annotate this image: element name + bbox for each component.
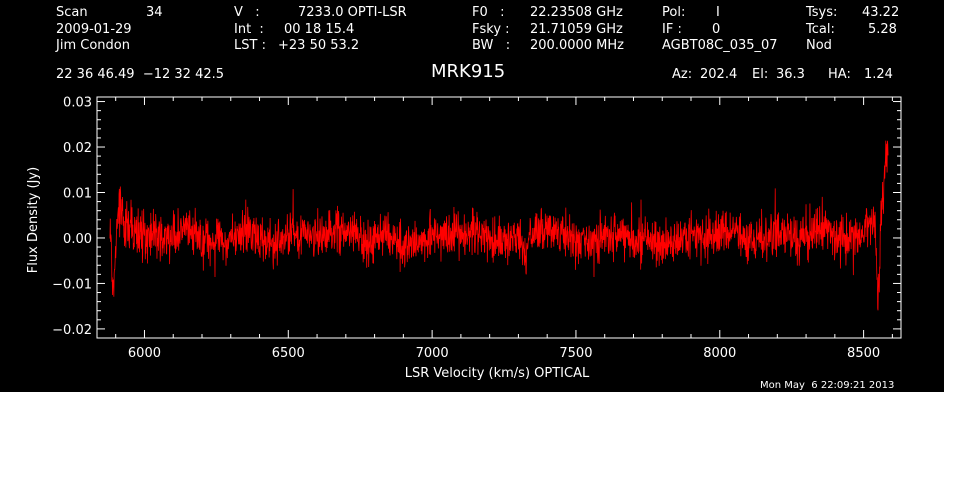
x-tick-label: 6000: [128, 346, 161, 361]
el-value: 36.3: [776, 67, 805, 82]
ha-value: 1.24: [864, 67, 893, 82]
velocity-label: V :: [234, 5, 260, 20]
bw-value: 200.0000 MHz: [530, 38, 624, 53]
y-tick-label: 0.02: [63, 141, 92, 156]
observation-date: 2009-01-29: [56, 22, 132, 37]
x-tick-label: 7000: [416, 346, 449, 361]
f0-label: F0 :: [472, 5, 505, 20]
if-label: IF :: [662, 22, 682, 37]
y-tick-label: 0.03: [63, 96, 92, 111]
pol-value: I: [716, 5, 720, 20]
int-value: 00 18 15.4: [284, 22, 355, 37]
f0-value: 22.23508 GHz: [530, 5, 623, 20]
scan-value: 34: [146, 5, 163, 20]
az-label: Az:: [672, 67, 693, 82]
procedure-name: Nod: [806, 38, 832, 53]
x-tick-label: 8500: [847, 346, 880, 361]
spectrum-chart: 6000 6500 7000 7500 8000 8500 −0.02 −0.01 0.00 0.…: [26, 96, 902, 381]
y-tick-label: 0.01: [63, 186, 92, 201]
x-tick-label: 7500: [559, 346, 592, 361]
tcal-value: 5.28: [868, 22, 897, 37]
x-tick-label: 6500: [272, 346, 305, 361]
if-value: 0: [712, 22, 721, 37]
plot-frame: [96, 96, 902, 339]
x-axis-label: LSR Velocity (km/s) OPTICAL: [405, 366, 590, 381]
project-id: AGBT08C_035_07: [662, 38, 778, 53]
fsky-value: 21.71059 GHz: [530, 22, 623, 37]
scan-label: Scan: [56, 5, 88, 20]
y-tick-label: −0.01: [52, 277, 92, 292]
pol-label: Pol:: [662, 5, 686, 20]
plot-panel: Scan 34 V : 7233.0 OPTI-LSR F0 : 22.2350…: [0, 0, 944, 392]
az-value: 202.4: [700, 67, 738, 82]
bw-label: BW :: [472, 38, 511, 53]
tcal-label: Tcal:: [806, 22, 835, 37]
axes-frame: [96, 96, 902, 339]
x-tick-label: 8000: [703, 346, 736, 361]
source-coordinates: 22 36 46.49 −12 32 42.5: [56, 67, 225, 82]
ha-label: HA:: [828, 67, 851, 82]
tsys-label: Tsys:: [806, 5, 838, 20]
spectrum-line: [109, 140, 889, 311]
y-axis-label: Flux Density (Jy): [26, 167, 41, 273]
tsys-value: 43.22: [862, 5, 900, 20]
velocity-value: 7233.0 OPTI-LSR: [298, 5, 407, 20]
y-tick-label: 0.00: [63, 232, 92, 247]
observer-name: Jim Condon: [56, 38, 130, 53]
lst-label: LST :: [234, 38, 266, 53]
y-tick-label: −0.02: [52, 323, 92, 338]
plot-timestamp: Mon May 6 22:09:21 2013: [760, 380, 895, 391]
int-label: Int :: [234, 22, 264, 37]
fsky-label: Fsky :: [472, 22, 510, 37]
lst-value: +23 50 53.2: [278, 38, 360, 53]
spectrum-trace: [109, 140, 889, 311]
el-label: El:: [752, 67, 769, 82]
axis-ticks: 6000 6500 7000 7500 8000 8500 −0.02 −0.01 0.00 0.…: [52, 96, 901, 361]
source-name: MRK915: [431, 61, 506, 82]
